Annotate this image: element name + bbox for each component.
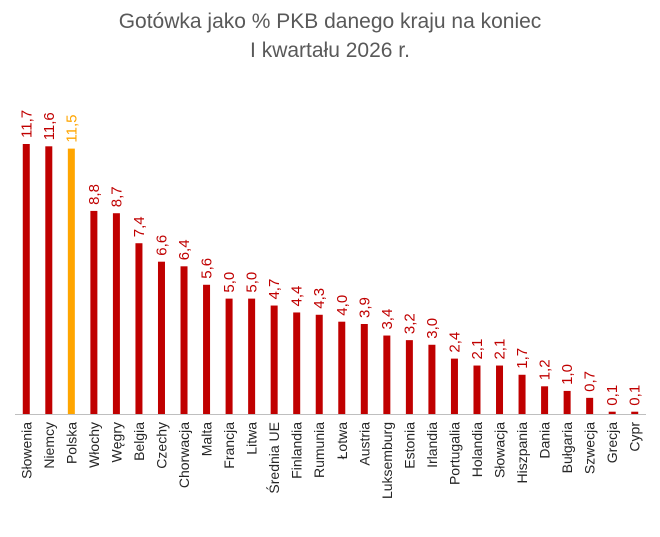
value-label-irlandia: 3,0 [424, 318, 441, 339]
value-label-grecja: 0,1 [604, 385, 621, 406]
value-label-czechy: 6,6 [153, 235, 170, 256]
bar-dania [541, 386, 549, 414]
value-label-cypr: 0,1 [627, 385, 644, 406]
value-label-litwa: 5,0 [244, 272, 261, 293]
category-label-wegry: Węgry [108, 422, 124, 462]
category-label-hiszpania: Hiszpania [514, 422, 530, 484]
value-label-niemcy: 11,6 [41, 112, 58, 140]
bar-srednia-ue [270, 305, 278, 414]
value-label-luksemburg: 3,4 [379, 309, 396, 330]
category-label-cypr: Cypr [627, 422, 643, 452]
bar-czechy [157, 261, 165, 414]
value-label-belgia: 7,4 [131, 216, 148, 237]
category-label-lotwa: Łotwa [334, 422, 350, 460]
category-label-irlandia: Irlandia [424, 422, 440, 468]
value-label-finlandia: 4,4 [289, 286, 306, 307]
bar-wlochy [90, 210, 98, 414]
value-label-portugalia: 2,4 [446, 332, 463, 353]
category-label-srednia-ue: Średnia UE [265, 422, 282, 494]
value-label-estonia: 3,2 [401, 313, 418, 334]
value-label-chorwacja: 6,4 [176, 239, 193, 260]
value-label-malta: 5,6 [199, 258, 216, 279]
category-label-austria: Austria [356, 422, 372, 466]
bar-slowenia [22, 144, 30, 414]
category-label-szwecja: Szwecja [582, 422, 598, 474]
category-label-polska: Polska [63, 422, 79, 464]
category-label-finlandia: Finlandia [289, 422, 305, 479]
value-label-rumunia: 4,3 [311, 288, 328, 309]
value-label-polska: 11,5 [63, 115, 80, 143]
bar-szwecja [586, 397, 594, 414]
category-label-litwa: Litwa [244, 422, 260, 455]
value-label-dania: 1,2 [537, 359, 554, 380]
bar-malta [203, 284, 211, 414]
category-label-bulgaria: Bułgaria [559, 422, 575, 474]
category-label-chorwacja: Chorwacja [176, 422, 192, 488]
value-label-bulgaria: 1,0 [559, 364, 576, 385]
bar-irlandia [428, 344, 436, 414]
category-label-rumunia: Rumunia [311, 422, 327, 478]
category-label-wlochy: Włochy [86, 422, 102, 468]
bar-niemcy [45, 146, 53, 414]
category-label-slowacja: Słowacja [492, 422, 508, 478]
value-label-szwecja: 0,7 [582, 371, 599, 392]
bar-hiszpania [518, 374, 526, 414]
category-label-belgia: Belgia [131, 422, 147, 461]
chart-title-line-1: Gotówka jako % PKB danego kraju na konie… [118, 10, 542, 33]
bar-bulgaria [563, 390, 571, 414]
bar-cypr [631, 411, 639, 414]
value-label-slowenia: 11,7 [18, 110, 35, 138]
category-label-czechy: Czechy [153, 422, 169, 469]
bar-wegry [112, 213, 120, 414]
bar-rumunia [315, 314, 323, 414]
value-label-lotwa: 4,0 [334, 295, 351, 316]
value-label-francja: 5,0 [221, 272, 238, 293]
bar-litwa [248, 298, 256, 414]
value-label-hiszpania: 1,7 [514, 348, 531, 369]
category-label-portugalia: Portugalia [446, 422, 462, 485]
bar-finlandia [293, 312, 301, 414]
bar-estonia [405, 340, 413, 414]
category-label-slowenia: Słowenia [18, 422, 34, 479]
category-label-luksemburg: Luksemburg [379, 422, 395, 499]
bar-luksemburg [383, 335, 391, 414]
category-label-grecja: Grecja [604, 422, 620, 463]
value-label-wegry: 8,7 [108, 186, 125, 207]
value-label-holandia: 2,1 [469, 339, 486, 360]
value-label-slowacja: 2,1 [492, 339, 509, 360]
bar-francja [225, 298, 233, 414]
bar-belgia [135, 243, 143, 414]
category-label-malta: Malta [199, 422, 215, 456]
bar-slowacja [496, 365, 504, 414]
chart-title-line-2: I kwartału 2026 r. [250, 39, 410, 62]
bar-polska [67, 148, 75, 414]
bar-chorwacja [180, 266, 188, 414]
bar-lotwa [338, 321, 346, 414]
value-label-srednia-ue: 4,7 [266, 279, 283, 300]
category-label-francja: Francja [221, 422, 237, 469]
category-label-estonia: Estonia [401, 422, 417, 469]
value-label-wlochy: 8,8 [86, 184, 103, 205]
category-label-niemcy: Niemcy [41, 422, 57, 469]
bar-holandia [473, 365, 481, 414]
bar-grecja [608, 411, 616, 414]
bar-portugalia [450, 358, 458, 414]
value-label-austria: 3,9 [356, 297, 373, 318]
category-label-dania: Dania [537, 422, 553, 459]
bar-austria [360, 324, 368, 414]
category-label-holandia: Holandia [469, 422, 485, 477]
